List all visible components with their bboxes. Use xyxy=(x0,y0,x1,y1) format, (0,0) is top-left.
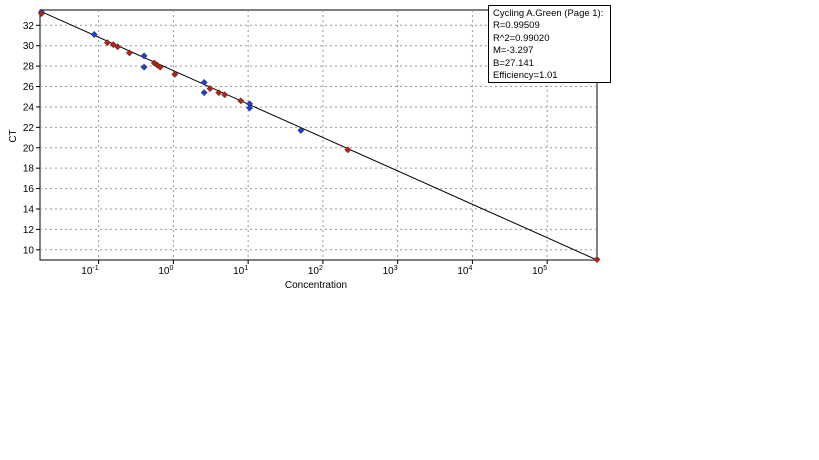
x-tick-label: 103 xyxy=(383,265,398,277)
data-point-blue xyxy=(90,31,98,38)
x-axis-title: Concentration xyxy=(285,280,347,291)
data-point-red xyxy=(171,70,179,78)
data-point-red xyxy=(206,85,214,93)
data-point-red xyxy=(37,10,45,18)
y-tick-label: 32 xyxy=(23,21,35,32)
data-point-blue xyxy=(200,78,208,86)
data-point-red xyxy=(237,97,245,105)
stats-r-squared: R^2=0.99020 xyxy=(493,32,550,44)
y-tick-label: 30 xyxy=(23,41,35,52)
x-tick-label: 101 xyxy=(233,265,248,277)
data-point-blue xyxy=(246,104,254,112)
data-point-red xyxy=(156,63,164,71)
data-point-red xyxy=(344,146,352,154)
y-tick-label: 20 xyxy=(23,143,35,154)
data-point-red xyxy=(221,91,229,99)
x-tick-label: 105 xyxy=(532,265,547,277)
regression-stats-box: Cycling A.Green (Page 1): R=0.99509 R^2=… xyxy=(488,5,611,83)
y-tick-label: 14 xyxy=(23,204,35,215)
data-point-red xyxy=(215,89,223,97)
y-tick-label: 16 xyxy=(23,184,35,195)
data-point-blue xyxy=(200,89,208,97)
y-tick-label: 28 xyxy=(23,62,35,73)
stats-title: Cycling A.Green (Page 1): xyxy=(493,8,604,19)
axes: 10 12 14 16 18 20 22 24 26 28 30 32 10-1 100 101 102 103… xyxy=(23,21,548,277)
data-points xyxy=(37,8,601,263)
stats-efficiency: Efficiency=1.01 xyxy=(493,70,558,82)
y-tick-label: 24 xyxy=(23,102,35,113)
x-tick-label: 104 xyxy=(457,265,472,277)
stats-intercept: B=27.141 xyxy=(493,57,534,69)
y-tick-label: 18 xyxy=(23,164,35,175)
data-point-blue xyxy=(297,126,305,134)
y-tick-label: 10 xyxy=(23,245,35,256)
data-point-red xyxy=(114,43,122,51)
data-point-blue xyxy=(140,63,148,71)
x-tick-label: 100 xyxy=(158,265,173,277)
stats-r: R=0.99509 xyxy=(493,20,540,32)
y-tick-label: 22 xyxy=(23,123,35,134)
x-tick-label: 102 xyxy=(308,265,323,277)
y-axis-title: CT xyxy=(8,129,19,142)
y-tick-label: 26 xyxy=(23,82,35,93)
y-tick-label: 12 xyxy=(23,225,35,236)
data-point-red xyxy=(103,39,111,47)
regression-line xyxy=(39,10,598,261)
data-point-blue xyxy=(140,52,148,60)
stats-slope: M=-3.297 xyxy=(493,45,534,57)
x-tick-label: 10-1 xyxy=(81,265,98,277)
data-point-red xyxy=(125,49,133,57)
data-point-red xyxy=(593,256,601,263)
